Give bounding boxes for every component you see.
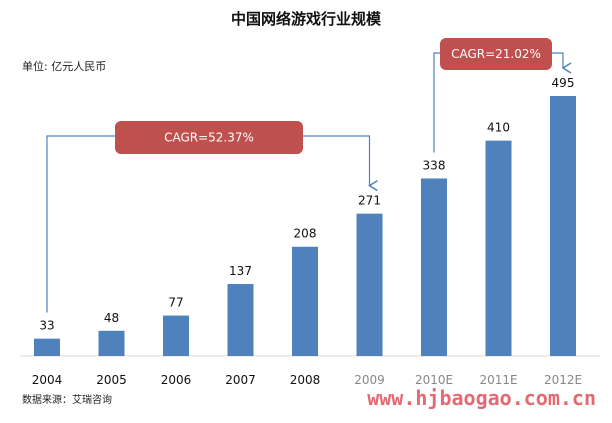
cagr-callout-box-1 bbox=[115, 121, 303, 154]
chart-title: 中国网络游戏行业规模 bbox=[231, 10, 382, 28]
bar-2010E bbox=[421, 178, 447, 356]
data-label-2007: 137 bbox=[229, 264, 252, 278]
x-tick-2008: 2008 bbox=[290, 373, 321, 387]
data-label-2006: 77 bbox=[168, 296, 183, 310]
unit-label: 单位: 亿元人民币 bbox=[22, 59, 106, 73]
watermark: www.hjbaogao.com.cn bbox=[367, 386, 596, 410]
x-tick-2006: 2006 bbox=[161, 373, 192, 387]
x-tick-2011E: 2011E bbox=[479, 373, 517, 387]
cagr-bracket-1 bbox=[46, 135, 378, 313]
data-label-2008: 208 bbox=[294, 227, 317, 241]
x-tick-2010E: 2010E bbox=[415, 373, 453, 387]
cagr-label-1: CAGR=52.37% bbox=[164, 131, 254, 145]
bar-2005 bbox=[98, 330, 125, 356]
source-note: 数据来源：艾瑞咨询 bbox=[22, 393, 112, 406]
data-label-2004: 33 bbox=[39, 319, 54, 333]
x-tick-2012E: 2012E bbox=[544, 373, 582, 387]
bar-2004 bbox=[34, 338, 60, 356]
bar-2006 bbox=[163, 315, 189, 356]
data-label-2005: 48 bbox=[104, 311, 119, 325]
x-tick-2007: 2007 bbox=[225, 373, 256, 387]
bar-2007 bbox=[227, 284, 254, 356]
data-label-2012E: 495 bbox=[552, 76, 575, 90]
bars-layer: 33 2004 48 2005 77 2006 137 2007 208 2008 271 2009 3… bbox=[32, 76, 582, 387]
cagr-label-2: CAGR=21.02% bbox=[451, 47, 541, 61]
data-label-2010E: 338 bbox=[423, 158, 446, 172]
data-label-2011E: 410 bbox=[487, 121, 510, 135]
x-tick-2004: 2004 bbox=[32, 373, 63, 387]
x-tick-2005: 2005 bbox=[96, 373, 127, 387]
bar-2012E bbox=[550, 96, 576, 356]
bar-2009 bbox=[356, 213, 383, 356]
cagr-callout-box-2 bbox=[440, 38, 552, 70]
x-tick-2009: 2009 bbox=[354, 373, 385, 387]
annotations-layer: CAGR=52.37% CAGR=21.02% bbox=[46, 38, 572, 313]
data-label-2009: 271 bbox=[358, 194, 381, 208]
bar-2011E bbox=[485, 140, 512, 356]
bar-2008 bbox=[292, 246, 318, 356]
